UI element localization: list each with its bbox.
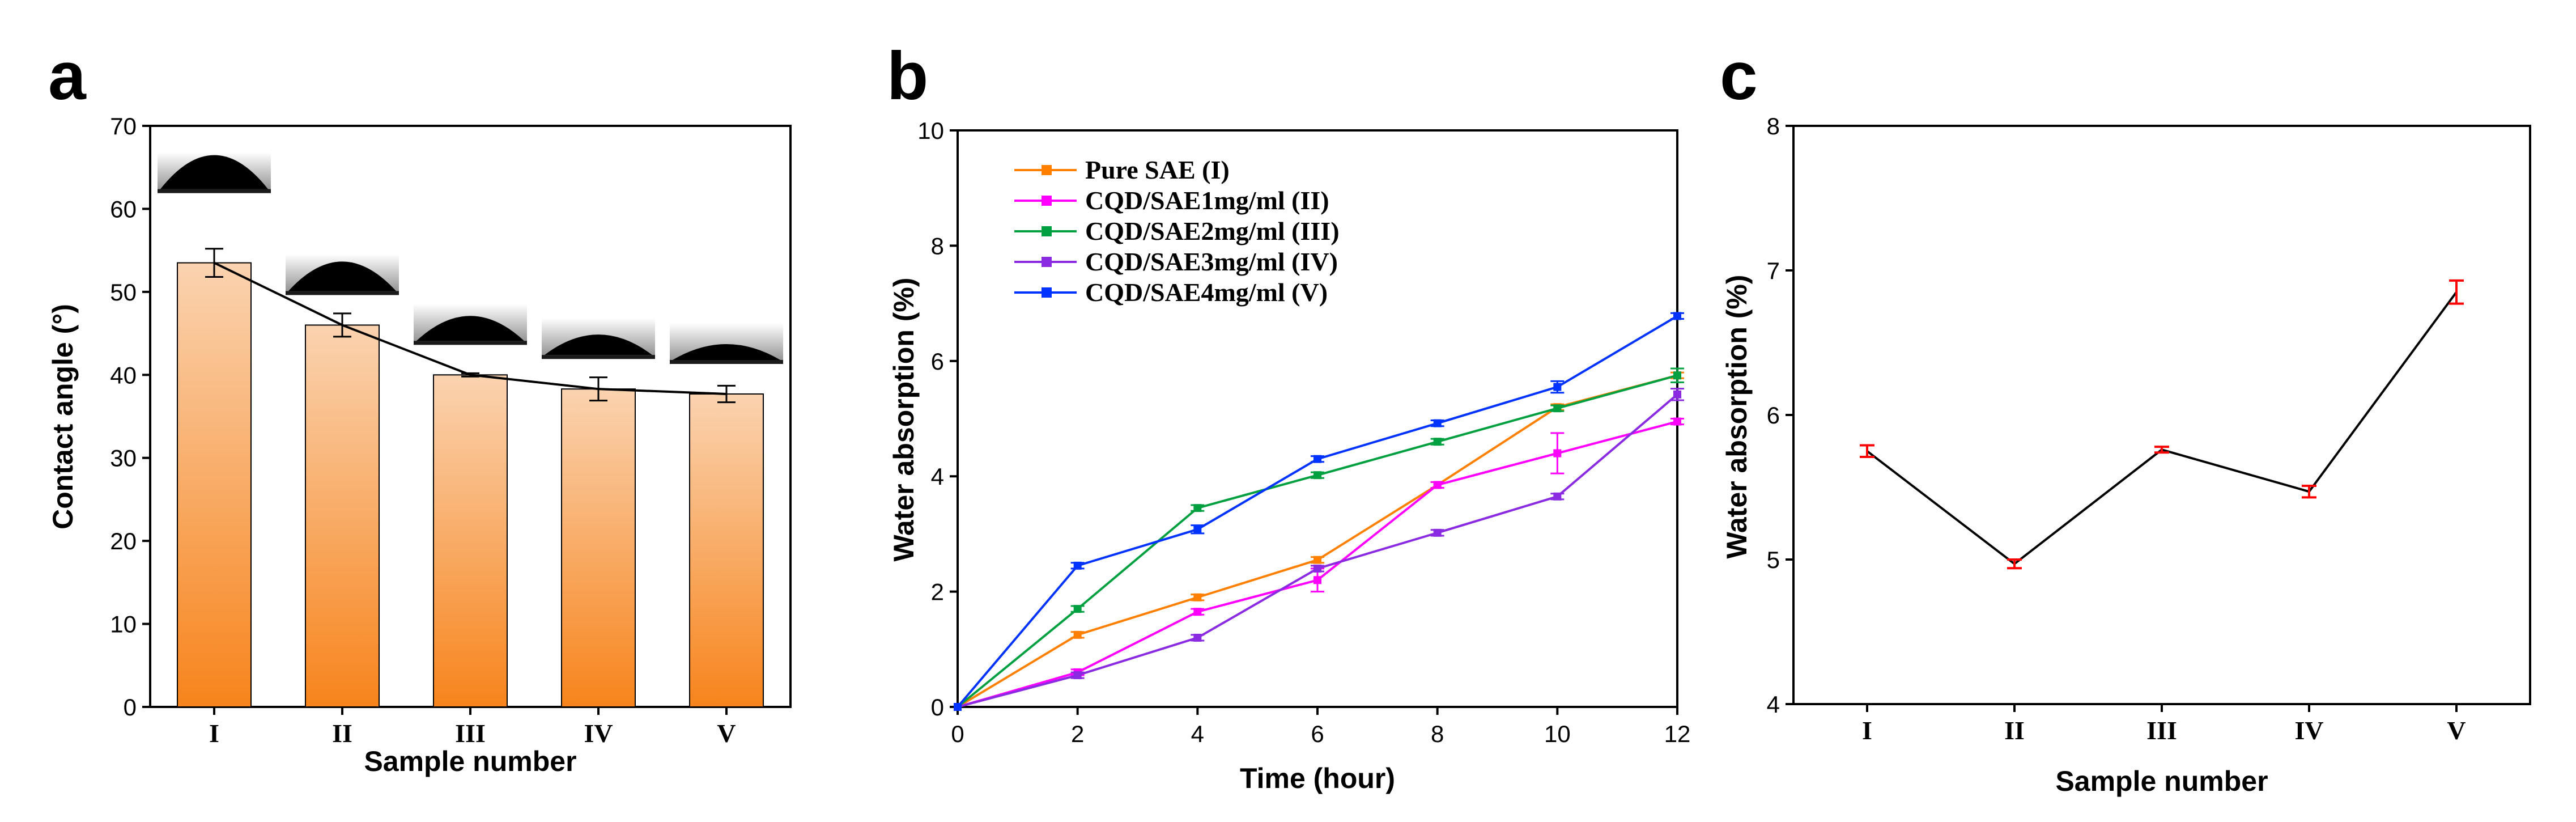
panel-c-xtick-label: II <box>2004 716 2025 745</box>
panel-c-xtick-label: IV <box>2294 716 2323 745</box>
panel-b-xtick-label: 4 <box>1191 721 1204 747</box>
panel-c-frame <box>1792 125 2531 705</box>
panel-letter-a: a <box>48 38 87 114</box>
panel-c-ylabel: Water absorption (%) <box>1721 275 1753 559</box>
panel-b-xtick-label: 10 <box>1544 721 1571 747</box>
panel-b-legend-marker <box>1042 226 1052 236</box>
droplet-substrate <box>414 341 527 345</box>
panel-a-ylabel: Contact angle (°) <box>47 304 79 529</box>
panel-c-xtick-label: V <box>2447 716 2466 745</box>
panel-a-droplet-photo-V <box>670 323 783 364</box>
panel-b-xtick-label: 2 <box>1071 721 1084 747</box>
droplet-substrate <box>158 189 271 193</box>
panel-b-xtick-label: 12 <box>1664 721 1691 747</box>
panel-b-data-point <box>954 703 962 711</box>
panel-c-ytick-label: 8 <box>1767 113 1780 139</box>
panel-b-legend-label: CQD/SAE3mg/ml (IV) <box>1085 247 1338 276</box>
panel-b-water-absorption-time-chart: 0 2 4 6 8 10 0 2 4 6 8 10 12 Pure SAE (I)CQD/SAE1mg… <box>888 117 1690 794</box>
panel-a-ytick-label: 60 <box>110 196 137 222</box>
panel-c-xtick-label: III <box>2146 716 2177 745</box>
panel-c-xlabel: Sample number <box>2055 765 2268 797</box>
droplet-substrate <box>670 359 783 364</box>
panel-a-droplet-photo-IV <box>542 318 655 359</box>
panel-b-ytick-label: 4 <box>931 463 944 490</box>
panel-a-xtick-label: I <box>209 719 219 748</box>
panel-a-droplet-photo-III <box>414 304 527 345</box>
panel-b-ytick-label: 0 <box>931 694 944 721</box>
panel-b-series-line <box>957 374 1678 708</box>
droplet-shape <box>160 155 268 189</box>
panel-letter-b: b <box>887 38 928 114</box>
panel-b-xlabel: Time (hour) <box>1240 762 1395 794</box>
panel-a-xtick-label: II <box>332 719 352 748</box>
panel-a-bar-V <box>689 393 764 707</box>
panel-a-bar-III <box>433 374 508 707</box>
droplet-substrate <box>286 291 399 295</box>
panel-b-series-3 <box>954 367 1684 711</box>
panel-a-ytick-label: 0 <box>124 694 137 721</box>
panel-a-ytick-label: 70 <box>110 113 137 139</box>
panel-b-series-5 <box>954 312 1684 711</box>
droplet-shape <box>416 316 524 341</box>
droplet-shape <box>288 261 396 291</box>
panel-b-legend-marker <box>1042 165 1052 175</box>
panel-a-droplet-photo-I <box>158 152 271 193</box>
panel-a-xtick-label: IV <box>584 719 613 748</box>
panel-a-droplet-photo-II <box>286 254 399 295</box>
panel-b-legend-marker <box>1042 196 1052 206</box>
panel-b-series-line <box>957 315 1678 708</box>
panel-b-series-4 <box>954 388 1684 711</box>
panel-a-xtick-label: III <box>455 719 486 748</box>
panel-b-legend-marker <box>1042 257 1052 267</box>
droplet-substrate <box>542 355 655 359</box>
panel-b-ytick-label: 10 <box>917 117 944 144</box>
panel-b-ytick-label: 8 <box>931 232 944 259</box>
panel-letter-c: c <box>1720 38 1758 114</box>
panel-b-legend-marker <box>1042 287 1052 298</box>
panel-a-xlabel: Sample number <box>364 745 576 777</box>
panel-b-xtick-label: 6 <box>1311 721 1324 747</box>
panel-b-series-line <box>957 420 1678 708</box>
panel-b-legend-label: CQD/SAE1mg/ml (II) <box>1085 186 1329 215</box>
panel-a-ytick-label: 10 <box>110 611 137 638</box>
panel-c-ytick-label: 7 <box>1767 257 1780 284</box>
panel-b-series-line <box>957 393 1678 708</box>
panel-b-legend-label: CQD/SAE2mg/ml (III) <box>1085 217 1340 245</box>
panel-a-bar-II <box>305 324 380 707</box>
panel-b-series-line <box>957 374 1678 708</box>
panel-b-ytick-label: 2 <box>931 579 944 605</box>
droplet-shape <box>673 344 780 360</box>
panel-a-bar-I <box>177 262 252 708</box>
panel-b-xtick-label: 8 <box>1431 721 1444 747</box>
panel-c-xtick-label: I <box>1862 716 1872 745</box>
panel-a-bar-IV <box>561 388 636 707</box>
panel-b-series-1 <box>954 371 1684 711</box>
panel-c-ytick-label: 4 <box>1767 691 1780 718</box>
droplet-shape <box>545 334 652 355</box>
panel-b-ylabel: Water absorption (%) <box>888 278 920 562</box>
panel-a-ytick-label: 50 <box>110 279 137 306</box>
panel-a-ytick-label: 30 <box>110 445 137 472</box>
panel-b-xtick-label: 0 <box>951 721 964 747</box>
panel-c-ytick-label: 5 <box>1767 546 1780 573</box>
panel-b-ytick-label: 6 <box>931 348 944 375</box>
panel-b-legend-label: Pure SAE (I) <box>1085 155 1230 184</box>
panel-a-xtick-label: V <box>717 719 736 748</box>
panel-a-ytick-label: 40 <box>110 362 137 388</box>
panel-a-ytick-label: 20 <box>110 528 137 554</box>
panel-c-ytick-label: 6 <box>1767 402 1780 429</box>
panel-c-trend-line <box>1866 291 2458 566</box>
panel-b-legend-label: CQD/SAE4mg/ml (V) <box>1085 278 1328 307</box>
